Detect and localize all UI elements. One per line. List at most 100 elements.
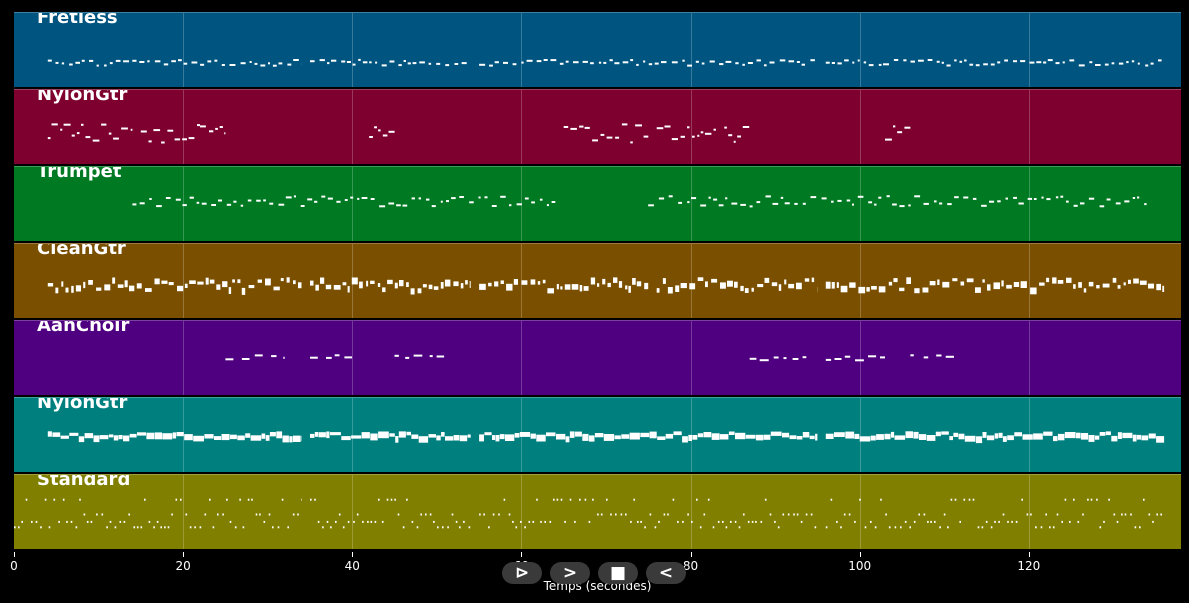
- note: [717, 520, 720, 523]
- stop-button[interactable]: ■: [598, 562, 638, 584]
- note: [455, 520, 458, 523]
- note: [1029, 61, 1035, 64]
- note: [263, 520, 266, 523]
- note: [774, 520, 776, 523]
- note: [755, 520, 757, 523]
- x-tick: [859, 552, 861, 557]
- note: [1118, 62, 1124, 65]
- note: [83, 281, 86, 289]
- note: [930, 520, 932, 523]
- note: [1156, 436, 1165, 443]
- note: [780, 196, 784, 199]
- x-tick-label: 80: [682, 559, 699, 573]
- note: [119, 520, 122, 523]
- note: [1013, 60, 1017, 63]
- note: [615, 136, 620, 139]
- note: [772, 202, 779, 205]
- note: [298, 282, 302, 289]
- note: [281, 498, 284, 501]
- note: [574, 520, 576, 523]
- note: [656, 127, 664, 130]
- note: [959, 520, 961, 523]
- note: [540, 520, 542, 523]
- track-5[interactable]: NylonGtr: [14, 397, 1181, 472]
- note: [855, 359, 864, 362]
- track-3[interactable]: CleanGtr: [14, 243, 1181, 318]
- note: [338, 513, 341, 516]
- note: [1080, 433, 1089, 440]
- gridline: [859, 398, 861, 472]
- note: [347, 286, 350, 293]
- note: [209, 498, 211, 501]
- note: [144, 498, 146, 501]
- note: [429, 355, 433, 358]
- note: [101, 123, 107, 126]
- note: [989, 200, 995, 203]
- note: [1148, 513, 1151, 516]
- note: [484, 196, 488, 199]
- note: [222, 281, 228, 288]
- note: [963, 498, 966, 501]
- track-1[interactable]: NylonGtr: [14, 89, 1181, 164]
- note: [1022, 434, 1033, 440]
- note: [478, 196, 481, 199]
- note: [953, 432, 959, 437]
- note: [1124, 200, 1130, 203]
- note: [866, 287, 870, 292]
- note: [1148, 283, 1154, 289]
- note: [300, 205, 305, 207]
- note: [314, 498, 316, 501]
- track-4[interactable]: AahChoir: [14, 320, 1181, 395]
- note: [1132, 434, 1137, 442]
- note: [804, 278, 810, 282]
- gridline: [183, 475, 185, 549]
- note: [411, 520, 414, 523]
- note: [783, 357, 787, 360]
- gridline: [690, 90, 692, 164]
- note: [675, 285, 680, 292]
- forward-button[interactable]: >: [550, 562, 590, 584]
- note: [870, 520, 872, 523]
- note: [598, 61, 602, 64]
- note: [426, 198, 430, 201]
- note: [278, 203, 285, 206]
- note: [156, 205, 162, 208]
- note: [366, 280, 369, 287]
- note: [719, 434, 729, 440]
- note: [569, 431, 575, 438]
- note: [939, 202, 943, 205]
- note: [491, 205, 497, 207]
- note: [680, 283, 687, 289]
- note: [972, 197, 977, 200]
- track-0[interactable]: Fretless: [14, 12, 1181, 87]
- note: [257, 279, 262, 283]
- note: [196, 201, 200, 204]
- note: [868, 64, 874, 67]
- note: [658, 520, 660, 523]
- note: [636, 281, 642, 287]
- note: [859, 436, 871, 442]
- note: [58, 520, 60, 523]
- x-tick: [352, 552, 354, 557]
- note: [570, 127, 577, 130]
- note: [1011, 520, 1013, 523]
- note: [556, 284, 559, 290]
- note: [479, 283, 486, 290]
- note: [269, 432, 276, 437]
- note: [722, 520, 724, 523]
- back-button[interactable]: <: [646, 562, 686, 584]
- note: [886, 195, 890, 198]
- track-2[interactable]: Trumpet: [14, 166, 1181, 241]
- note: [440, 200, 443, 203]
- note: [751, 520, 754, 523]
- note: [484, 432, 492, 436]
- note: [551, 201, 556, 203]
- note: [256, 199, 261, 202]
- note: [162, 433, 173, 440]
- note: [353, 520, 355, 523]
- play-button[interactable]: ⊳: [502, 562, 542, 584]
- track-6[interactable]: Standard: [14, 474, 1181, 549]
- note: [733, 140, 736, 143]
- note: [713, 128, 716, 131]
- note: [168, 282, 174, 286]
